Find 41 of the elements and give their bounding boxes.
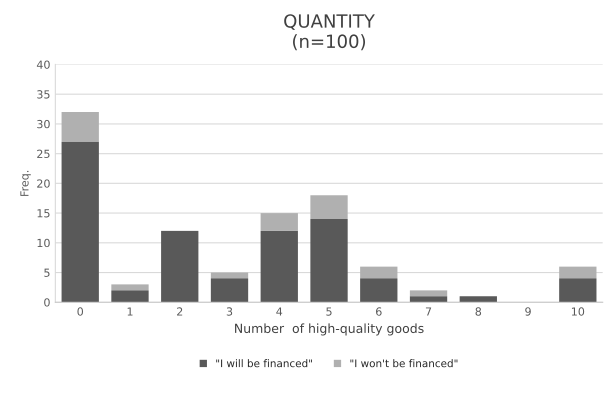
y-tick-label: 25	[37, 150, 50, 158]
bar	[260, 230, 298, 302]
bar	[210, 278, 248, 302]
x-tick-label: 2	[177, 307, 182, 316]
x-tick-label: 7	[426, 307, 432, 316]
x-tick-label: 6	[376, 307, 382, 316]
y-tick-label: 10	[38, 238, 50, 248]
bar	[310, 219, 348, 302]
x-tick-label: 5	[326, 307, 332, 316]
y-tick-label: 20	[37, 179, 50, 188]
x-tick-label: 0	[77, 307, 84, 316]
y-tick-label: 30	[37, 120, 50, 128]
x-axis-title: Number of high-quality goods	[235, 323, 424, 336]
bar	[559, 266, 596, 278]
bar	[161, 230, 198, 302]
x-tick-label: 9	[525, 307, 531, 316]
bar	[410, 290, 448, 296]
bar	[260, 213, 298, 231]
bar	[111, 290, 149, 302]
bar	[310, 195, 348, 220]
y-axis-title: Freq.	[20, 170, 31, 196]
bar	[360, 266, 398, 278]
y-tick-label: 0	[44, 298, 50, 307]
bar	[559, 278, 596, 302]
x-tick-label: 1	[128, 307, 132, 316]
y-tick-label: 40	[36, 60, 50, 69]
y-tick-label: 35	[37, 90, 50, 99]
y-tick-label: 15	[38, 209, 50, 218]
bar	[210, 272, 248, 278]
x-tick-label: 10	[572, 307, 584, 316]
bar	[62, 142, 99, 302]
chart-title: QUANTITY (n=100)	[284, 14, 375, 50]
legend-label: "I will be financed"	[216, 359, 312, 368]
x-tick-label: 4	[276, 307, 282, 316]
y-tick-label: 5	[44, 268, 50, 277]
x-tick-label: 8	[476, 307, 482, 316]
bar	[111, 284, 149, 290]
bar	[62, 112, 99, 142]
x-tick-label: 3	[226, 307, 232, 316]
legend-label: "I won't be financed"	[350, 359, 458, 368]
bar	[360, 278, 398, 302]
